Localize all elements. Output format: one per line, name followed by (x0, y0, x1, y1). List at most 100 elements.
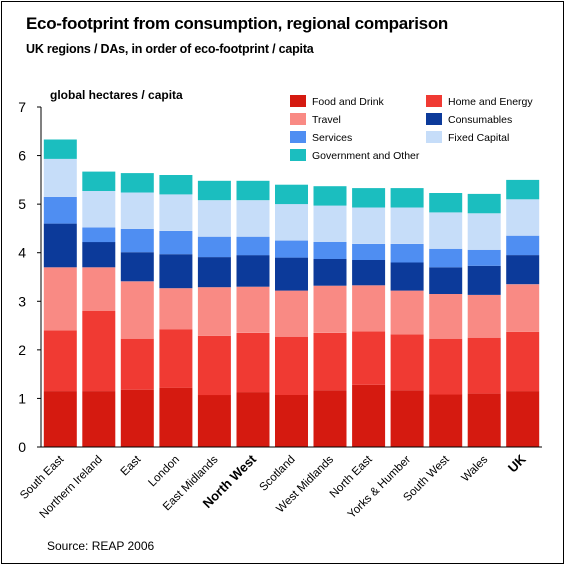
bar-segment (120, 281, 154, 339)
y-tick-label: 7 (18, 99, 26, 115)
bar-segment (120, 192, 154, 229)
chart-title: Eco-footprint from consumption, regional… (26, 14, 448, 33)
legend-swatch (426, 95, 442, 107)
bar-segment (82, 391, 116, 447)
bar-segment (390, 262, 424, 291)
bar-segment (352, 285, 386, 332)
bar-segment (313, 259, 347, 286)
bar-segment (43, 139, 77, 159)
bar-segment (467, 295, 501, 338)
bar-segment (313, 390, 347, 447)
x-tick-label: UK (505, 451, 529, 475)
bar-segment (236, 332, 270, 393)
bar-segment (197, 236, 231, 258)
bar-segment (82, 191, 116, 228)
bar-segment (82, 227, 116, 243)
bar-segment (390, 390, 424, 447)
bar-segment (429, 394, 463, 447)
bar-segment (43, 267, 77, 331)
legend-swatch (290, 131, 306, 143)
legend-label: Government and Other (312, 150, 420, 162)
bar-segment (429, 212, 463, 249)
chart-source: Source: REAP 2006 (47, 539, 155, 553)
bar-segment (429, 248, 463, 268)
bar-segment (236, 200, 270, 237)
bar-segment (275, 257, 308, 291)
y-tick-label: 5 (18, 196, 26, 212)
bar-segment (82, 242, 116, 268)
bar-segment (197, 180, 231, 201)
legend-label: Travel (312, 114, 341, 126)
x-tick-label: East (119, 453, 144, 478)
bar-segment (275, 290, 308, 337)
legend-swatch (290, 113, 306, 125)
bar-segment (313, 285, 347, 333)
bar-segment (506, 391, 540, 447)
bar-segment (429, 294, 463, 339)
bar-segment (159, 254, 193, 289)
y-tick-label: 0 (18, 439, 26, 455)
bar-segment (159, 288, 193, 330)
bar-segment (43, 391, 77, 447)
bar-segment (82, 311, 116, 392)
bar-segment (120, 338, 154, 390)
bar-segment (159, 194, 193, 231)
bar-segment (467, 193, 501, 214)
bar-segment (197, 335, 231, 396)
bar-segment (275, 395, 308, 447)
y-axis-label: global hectares / capita (50, 88, 183, 102)
bar-segment (275, 336, 308, 395)
bar-segment (82, 267, 116, 311)
bar-segment (120, 228, 154, 253)
bar-segment (275, 204, 308, 241)
bar-segment (352, 244, 386, 260)
legend-swatch (426, 113, 442, 125)
bar-segment (82, 171, 116, 191)
bar-segment (313, 205, 347, 242)
bar-segment (506, 179, 540, 200)
bar-segment (159, 387, 193, 447)
bar-segment (390, 244, 424, 263)
legend-swatch (290, 149, 306, 161)
y-tick-label: 2 (18, 342, 26, 358)
bar-segment (197, 395, 231, 447)
legend-swatch (426, 131, 442, 143)
legend-swatch (290, 95, 306, 107)
bar-segment (159, 175, 193, 195)
bar-segment (236, 255, 270, 287)
bar-segment (197, 287, 231, 336)
bar-segment (236, 236, 270, 256)
bar-segment (467, 337, 501, 394)
bar-segment (429, 193, 463, 213)
bar-segment (43, 330, 77, 392)
bar-segment (467, 213, 501, 250)
bar-segment (506, 284, 540, 332)
bar-segment (467, 393, 501, 447)
bar-segment (159, 230, 193, 255)
legend-label: Services (312, 132, 352, 144)
bar-segment (390, 334, 424, 391)
x-tick-label: Wales (460, 453, 491, 484)
bar-segment (43, 159, 77, 197)
bar-segment (352, 207, 386, 244)
bar-segment (236, 392, 270, 447)
legend-label: Consumables (448, 114, 512, 126)
bar-segment (506, 331, 540, 392)
bar-segment (313, 186, 347, 206)
bar-segment (467, 265, 501, 295)
bar-segment (120, 173, 154, 193)
bar-segment (197, 200, 231, 237)
y-tick-label: 6 (18, 148, 26, 164)
bar-segment (506, 255, 540, 285)
bar-segment (275, 240, 308, 258)
bar-segment (43, 223, 77, 268)
bar-segment (390, 188, 424, 208)
bar-segment (352, 188, 386, 208)
chart-subtitle: UK regions / DAs, in order of eco-footpr… (26, 42, 314, 56)
y-tick-label: 1 (18, 390, 26, 406)
bar-segment (43, 196, 77, 224)
bar-segment (390, 207, 424, 244)
bar-segment (352, 331, 386, 385)
bar-segment (313, 242, 347, 259)
